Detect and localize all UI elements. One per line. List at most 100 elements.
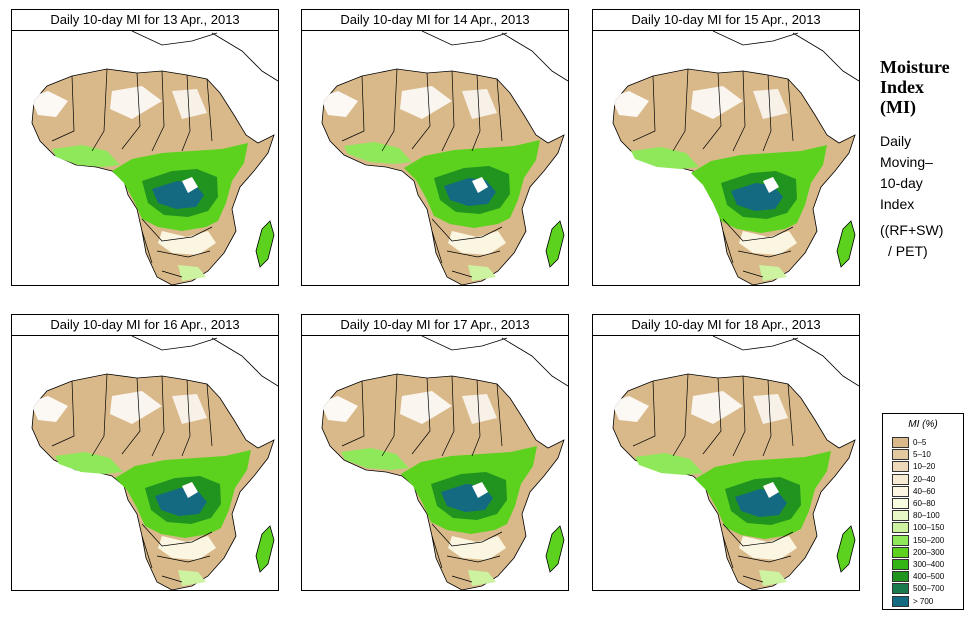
country-border [51, 380, 75, 447]
south-coast-wet-zone [178, 570, 206, 586]
lake-victoria [763, 482, 779, 498]
europe-outline [131, 31, 218, 46]
europe-outline [712, 31, 799, 46]
sahara-dry-patch [611, 396, 649, 422]
africa-map-graphic [320, 31, 568, 285]
country-border [441, 70, 455, 152]
legend-item: 80–100 [892, 509, 960, 522]
country-border [471, 74, 481, 152]
legend-swatch [892, 595, 909, 607]
sahara-dry-patch [400, 86, 452, 119]
sahara-dry-patch [691, 391, 743, 424]
southern-moist-zone [448, 231, 506, 255]
country-border [787, 78, 794, 142]
legend-swatch [892, 437, 909, 448]
country-border [151, 70, 165, 152]
country-border [762, 74, 772, 152]
southern-moist-zone [158, 231, 216, 255]
country-border [51, 75, 75, 142]
legend-label: > 700 [913, 596, 934, 606]
legend-swatch [892, 583, 909, 595]
country-border [446, 555, 501, 563]
legend-label: 80–100 [913, 511, 940, 521]
country-border [431, 523, 503, 547]
country-border [431, 218, 503, 242]
sahara-dry-patch [462, 394, 497, 424]
country-border [431, 230, 443, 264]
africa-map [301, 30, 569, 286]
africa-map [11, 335, 279, 591]
arabia-outline [792, 32, 859, 82]
side-title-line: Moisture [880, 57, 950, 77]
legend: MI (%) 0–5 5–10 10–20 20–40 40–60 60–80 80–100… [882, 413, 964, 610]
africa-map-graphic [320, 336, 568, 590]
country-border [632, 75, 656, 142]
sahara-dry-patch [110, 391, 162, 424]
country-border [341, 380, 365, 447]
sahara-dry-patch [753, 394, 788, 424]
legend-item: 0–5 [892, 436, 960, 449]
sahara-dry-patch [172, 394, 207, 424]
country-border [451, 575, 473, 583]
country-border [121, 72, 141, 150]
south-coast-wet-zone [759, 265, 787, 281]
legend-swatch [892, 559, 909, 570]
country-border [206, 78, 213, 142]
extremely-humid-zone [735, 489, 787, 517]
legend-label: 200–300 [913, 547, 945, 557]
country-border [471, 379, 481, 457]
legend-swatch [892, 485, 909, 497]
country-border [742, 575, 764, 583]
country-border [411, 377, 431, 455]
sahara-dry-patch [611, 91, 649, 117]
side-text-line: 10-day [880, 175, 923, 191]
lake-victoria [182, 482, 198, 498]
country-border [381, 68, 398, 152]
panel-title: Daily 10-day MI for 18 Apr., 2013 [592, 314, 860, 336]
country-border [161, 270, 183, 278]
map-panel-6: Daily 10-day MI for 18 Apr., 2013 [592, 314, 860, 591]
country-border [672, 68, 689, 152]
country-border [441, 375, 455, 457]
side-title: Moisture Index (MI) [880, 57, 950, 117]
side-text-line: Moving– [880, 154, 933, 170]
country-border [156, 555, 211, 563]
legend-label: 0–5 [913, 438, 927, 447]
legend-label: 20–40 [913, 474, 936, 484]
country-border [702, 72, 722, 150]
legend-item: 20–40 [892, 473, 960, 486]
country-border [91, 373, 108, 457]
southern-moist-zone [739, 231, 797, 255]
side-formula: ((RF+SW) / PET) [880, 220, 943, 262]
south-coast-wet-zone [178, 265, 206, 281]
country-border [181, 74, 191, 152]
country-border [496, 383, 503, 447]
country-border [737, 555, 792, 563]
legend-label: 400–500 [913, 572, 945, 582]
side-text-line: Index [880, 196, 915, 212]
country-border [141, 523, 213, 547]
africa-map-graphic [611, 336, 859, 590]
arabia-outline [501, 32, 568, 82]
arabia-outline [211, 337, 278, 387]
legend-swatch [892, 449, 909, 461]
legend-swatch [892, 473, 909, 485]
madagascar [255, 220, 275, 268]
country-border [496, 78, 503, 142]
panel-title: Daily 10-day MI for 16 Apr., 2013 [11, 314, 279, 336]
sahara-dry-patch [462, 89, 497, 119]
arabia-outline [792, 337, 859, 387]
legend-label: 100–150 [913, 523, 945, 533]
country-border [161, 575, 183, 583]
country-border [672, 373, 689, 457]
legend-item: 300–400 [892, 558, 960, 571]
madagascar [545, 220, 565, 268]
sahara-dry-patch [691, 86, 743, 119]
country-border [451, 270, 473, 278]
africa-map [301, 335, 569, 591]
legend-swatch [892, 461, 909, 473]
legend-item: 400–500 [892, 570, 960, 583]
legend-swatch [892, 498, 909, 509]
country-border [722, 523, 794, 547]
legend-swatch [892, 571, 909, 583]
